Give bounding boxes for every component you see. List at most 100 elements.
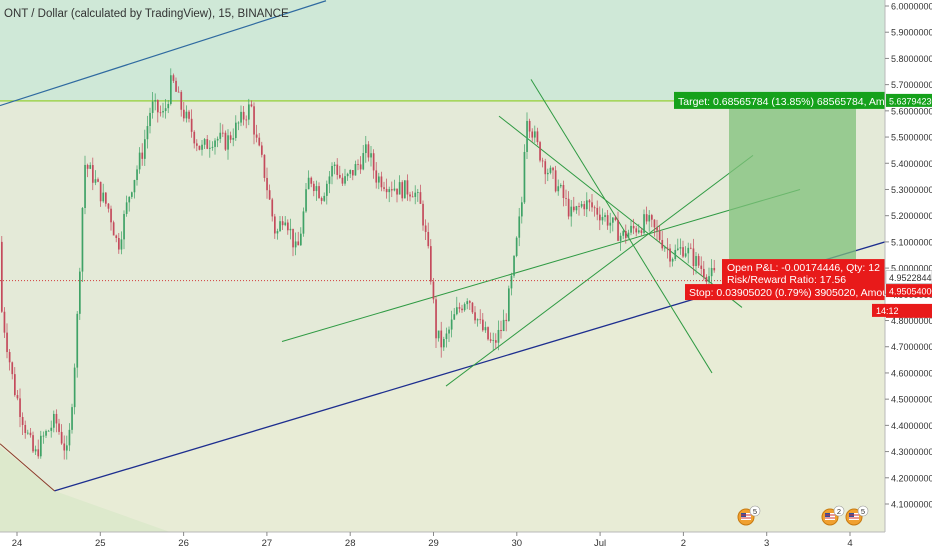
- candle-body-78: [203, 139, 206, 145]
- candle-body-7: [19, 398, 21, 418]
- candle-body-181: [471, 302, 474, 313]
- candle-body-262: [682, 247, 684, 257]
- candle-body-131: [341, 177, 344, 184]
- candle-body-102: [266, 177, 268, 191]
- candle-body-211: [549, 167, 552, 173]
- time-tick-label-1: 25: [95, 538, 106, 549]
- open-pnl-label[interactable]: Open P&L: -0.00174446, Qty: 12Risk/Rewar…: [722, 259, 885, 286]
- candle-body-206: [536, 131, 539, 143]
- candle-body-241: [627, 232, 630, 238]
- candle-body-74: [193, 131, 196, 144]
- candle-body-21: [55, 413, 58, 424]
- candle-body-234: [609, 222, 612, 226]
- candle-body-134: [349, 170, 352, 174]
- candle-body-47: [123, 213, 125, 240]
- candle-body-175: [456, 307, 458, 315]
- candle-body-232: [604, 215, 606, 217]
- candle-body-190: [495, 340, 497, 343]
- event-badge-2[interactable]: 5: [845, 505, 869, 526]
- candle-body-165: [430, 246, 432, 282]
- price-label-2: 4.95054000: [886, 284, 932, 298]
- price-tick-label-19: 4.10000000: [891, 500, 932, 510]
- candle-body-77: [201, 144, 203, 150]
- candle-body-27: [71, 407, 73, 430]
- candle-body-150: [391, 189, 393, 191]
- candle-body-120: [313, 183, 315, 192]
- candle-body-98: [255, 134, 258, 138]
- candle-body-216: [562, 185, 565, 198]
- candle-body-75: [196, 143, 198, 146]
- price-tick-label-16: 4.40000000: [891, 421, 932, 431]
- candle-body-260: [677, 248, 679, 250]
- candle-body-192: [500, 329, 502, 332]
- candle-body-93: [242, 111, 245, 120]
- candle-body-247: [643, 214, 645, 233]
- candle-body-61: [159, 112, 162, 114]
- candle-body-197: [513, 255, 515, 276]
- candle-body-267: [695, 256, 697, 267]
- lower-left-line: [0, 443, 55, 492]
- bottom-left-zone: [0, 446, 170, 532]
- candle-body-130: [339, 174, 341, 178]
- candle-body-142: [370, 153, 372, 158]
- countdown-bg: [872, 303, 932, 317]
- candle-body-32: [84, 164, 86, 208]
- candle-body-162: [422, 203, 424, 226]
- candle-body-95: [248, 104, 250, 120]
- event-badge-1[interactable]: 2: [821, 505, 845, 526]
- candle-body-108: [281, 221, 284, 226]
- candle-body-191: [497, 329, 500, 343]
- price-tick-label-7: 5.30000000: [891, 185, 932, 195]
- time-tick-label-4: 28: [345, 538, 356, 549]
- candle-body-239: [622, 231, 625, 236]
- candle-body-15: [40, 435, 42, 457]
- candle-body-49: [128, 196, 131, 203]
- candle-body-214: [557, 186, 560, 192]
- candle-body-17: [45, 430, 47, 436]
- target-label[interactable]: Target: 0.68565784 (13.85%) 68565784, Am…: [674, 91, 908, 109]
- candle-body-268: [697, 256, 700, 266]
- open-pnl-bg: [722, 259, 885, 286]
- candle-body-173: [450, 319, 453, 330]
- candle-body-266: [692, 248, 695, 267]
- candle-body-26: [68, 429, 71, 446]
- candle-body-155: [404, 180, 406, 199]
- event-badge-0[interactable]: 5: [737, 505, 761, 526]
- price-tick-label-17: 4.30000000: [891, 447, 932, 457]
- candle-body-154: [401, 182, 404, 199]
- candle-body-224: [583, 204, 586, 210]
- candle-body-250: [651, 215, 653, 220]
- candle-body-148: [385, 188, 388, 193]
- price-label-text-2: 4.95054000: [889, 287, 932, 297]
- chart-title: ONT / Dollar (calculated by TradingView)…: [4, 8, 289, 20]
- candle-body-147: [383, 187, 385, 189]
- price-label-text-1: 4.95228446: [889, 273, 932, 283]
- time-tick-label-3: 27: [262, 538, 273, 549]
- stop-label[interactable]: Stop: 0.03905020 (0.79%) 3905020, Amount…: [685, 284, 909, 301]
- price-tick-label-5: 5.50000000: [891, 133, 932, 143]
- candle-body-174: [453, 314, 456, 320]
- candle-body-176: [458, 307, 461, 309]
- candle-body-261: [679, 247, 682, 249]
- candle-body-166: [432, 281, 435, 300]
- candle-body-159: [414, 192, 417, 197]
- candle-body-233: [606, 215, 609, 226]
- candle-body-20: [53, 413, 55, 428]
- candle-body-129: [336, 164, 339, 175]
- candle-body-101: [263, 154, 266, 178]
- candle-body-76: [198, 145, 201, 150]
- candle-body-68: [177, 91, 180, 93]
- candle-body-258: [671, 259, 674, 262]
- candle-body-112: [292, 228, 294, 248]
- candle-body-2: [6, 332, 8, 353]
- candle-body-116: [302, 211, 305, 234]
- candle-body-271: [705, 276, 708, 282]
- candle-body-37: [97, 179, 99, 182]
- risk-reward-text: Risk/Reward Ratio: 17.56: [727, 274, 846, 286]
- candle-body-149: [388, 189, 391, 193]
- candle-body-228: [593, 207, 596, 209]
- candle-body-128: [333, 164, 336, 166]
- candle-body-265: [690, 247, 692, 249]
- candle-body-123: [320, 198, 323, 201]
